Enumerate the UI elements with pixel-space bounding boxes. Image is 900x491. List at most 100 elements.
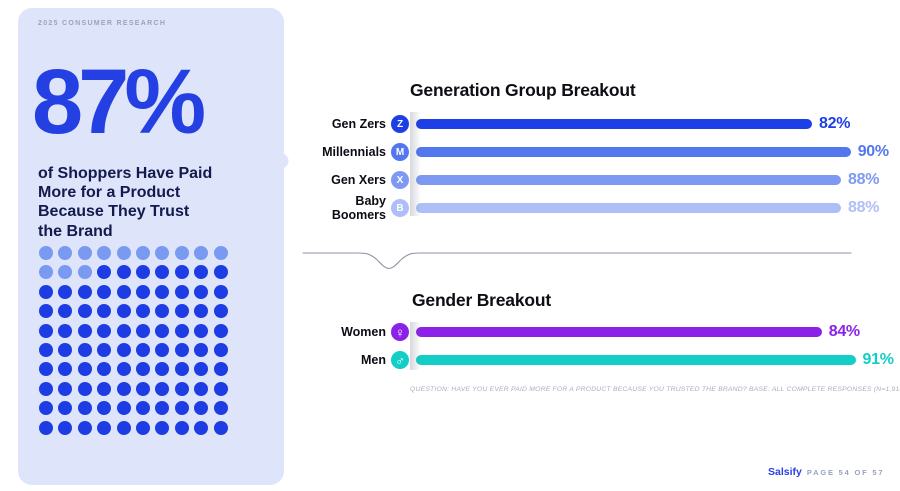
grid-dot bbox=[213, 401, 228, 416]
grid-dot bbox=[155, 323, 170, 338]
generation-chart: Gen Zers Z 82% Millennials M 90% Gen Xers X 88% B… bbox=[300, 110, 890, 222]
grid-dot bbox=[97, 304, 112, 319]
bar-row: Gen Xers X 88% bbox=[300, 166, 890, 194]
grid-dot bbox=[97, 420, 112, 435]
grid-dot bbox=[155, 362, 170, 377]
grid-dot bbox=[213, 362, 228, 377]
grid-dot bbox=[155, 342, 170, 357]
bar-category-label: Millennials bbox=[322, 145, 386, 159]
bar-value-label: 88% bbox=[848, 199, 880, 216]
grid-dot bbox=[97, 246, 112, 260]
gen-z-icon: Z bbox=[391, 115, 409, 133]
bar-row: Baby Boomers B 88% bbox=[300, 194, 890, 222]
grid-dot bbox=[97, 381, 112, 396]
grid-dot bbox=[97, 284, 112, 299]
grid-dot bbox=[116, 362, 131, 377]
grid-dot bbox=[135, 362, 150, 377]
grid-dot bbox=[116, 246, 131, 260]
grid-dot bbox=[58, 304, 73, 319]
female-icon: ♀ bbox=[391, 323, 409, 341]
grid-dot bbox=[97, 323, 112, 338]
bar-segment bbox=[416, 327, 822, 337]
grid-dot bbox=[135, 284, 150, 299]
gender-chart: Women ♀ 84% Men ♂ 91% bbox=[300, 318, 894, 374]
grid-dot bbox=[97, 265, 112, 280]
grid-dot bbox=[58, 401, 73, 416]
grid-dot bbox=[39, 284, 53, 299]
grid-dot bbox=[213, 265, 228, 280]
baby-boomer-icon: B bbox=[391, 199, 409, 217]
dot-grid bbox=[39, 246, 228, 435]
grid-dot bbox=[39, 401, 53, 416]
grid-dot bbox=[213, 342, 228, 357]
grid-dot bbox=[58, 284, 73, 299]
grid-dot bbox=[135, 265, 150, 280]
grid-dot bbox=[39, 265, 53, 280]
bar-category-label: Women bbox=[341, 325, 386, 339]
grid-dot bbox=[194, 342, 209, 357]
grid-dot bbox=[194, 265, 209, 280]
grid-dot bbox=[116, 304, 131, 319]
grid-dot bbox=[58, 323, 73, 338]
grid-dot bbox=[174, 323, 189, 338]
gen-x-icon: X bbox=[391, 171, 409, 189]
grid-dot bbox=[194, 304, 209, 319]
grid-dot bbox=[213, 381, 228, 396]
bar-segment bbox=[416, 147, 851, 157]
grid-dot bbox=[39, 342, 53, 357]
grid-dot bbox=[77, 246, 92, 260]
grid-dot bbox=[116, 381, 131, 396]
grid-dot bbox=[174, 246, 189, 260]
bar-segment bbox=[416, 119, 813, 129]
grid-dot bbox=[77, 401, 92, 416]
grid-dot bbox=[194, 420, 209, 435]
grid-dot bbox=[39, 246, 53, 260]
grid-dot bbox=[174, 420, 189, 435]
millennial-icon: M bbox=[391, 143, 409, 161]
bar-segment bbox=[416, 355, 856, 365]
grid-dot bbox=[135, 342, 150, 357]
grid-dot bbox=[194, 246, 209, 260]
grid-dot bbox=[213, 284, 228, 299]
grid-dot bbox=[174, 381, 189, 396]
bar-value-label: 91% bbox=[862, 351, 894, 368]
grid-dot bbox=[135, 381, 150, 396]
page-footer: Salsify PAGE 54 OF 57 bbox=[768, 466, 884, 478]
grid-dot bbox=[97, 362, 112, 377]
bar-row: Men ♂ 91% bbox=[300, 346, 894, 374]
grid-dot bbox=[116, 401, 131, 416]
grid-dot bbox=[194, 381, 209, 396]
grid-dot bbox=[97, 401, 112, 416]
grid-dot bbox=[213, 420, 228, 435]
grid-dot bbox=[135, 246, 150, 260]
generation-chart-title: Generation Group Breakout bbox=[410, 80, 636, 100]
grid-dot bbox=[155, 304, 170, 319]
bar-value-label: 84% bbox=[828, 323, 860, 340]
bar-segment bbox=[416, 175, 842, 185]
headline-stat: 87% bbox=[32, 51, 206, 153]
bar-category-label: Baby Boomers bbox=[331, 194, 386, 222]
grid-dot bbox=[155, 420, 170, 435]
survey-footnote: QUESTION: HAVE YOU EVER PAID MORE FOR A … bbox=[410, 386, 900, 393]
grid-dot bbox=[135, 420, 150, 435]
grid-dot bbox=[135, 304, 150, 319]
bar-row: Women ♀ 84% bbox=[300, 318, 890, 346]
grid-dot bbox=[77, 381, 92, 396]
grid-dot bbox=[174, 284, 189, 299]
grid-dot bbox=[116, 342, 131, 357]
grid-dot bbox=[213, 304, 228, 319]
grid-dot bbox=[174, 342, 189, 357]
grid-dot bbox=[77, 265, 92, 280]
grid-dot bbox=[155, 265, 170, 280]
grid-dot bbox=[58, 420, 73, 435]
bar-value-label: 82% bbox=[819, 115, 851, 132]
grid-dot bbox=[39, 304, 53, 319]
grid-dot bbox=[77, 420, 92, 435]
bar-segment bbox=[416, 203, 842, 213]
grid-dot bbox=[174, 265, 189, 280]
grid-dot bbox=[155, 284, 170, 299]
grid-dot bbox=[39, 362, 53, 377]
gender-chart-title: Gender Breakout bbox=[412, 290, 551, 310]
grid-dot bbox=[155, 401, 170, 416]
